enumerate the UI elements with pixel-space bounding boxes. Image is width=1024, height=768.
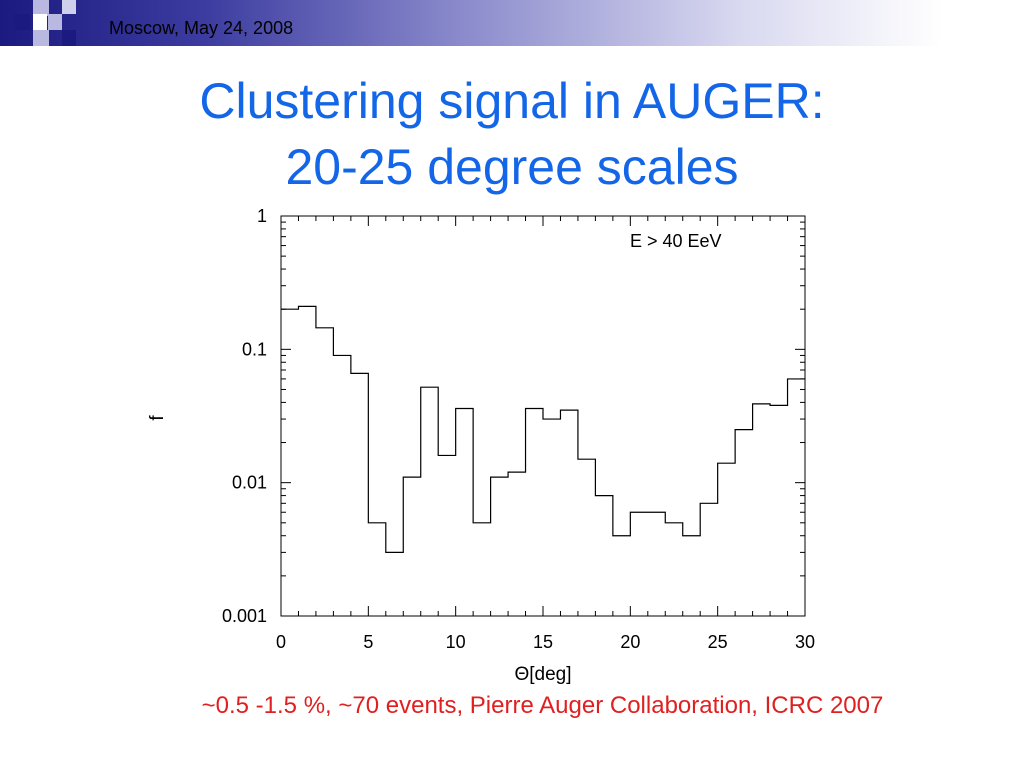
slide-title: Clustering signal in AUGER: 20-25 degree…: [0, 68, 1024, 200]
y-tick-label: 1: [257, 206, 267, 226]
y-tick-label: 0.01: [232, 473, 267, 493]
x-tick-label: 30: [795, 632, 815, 652]
logo-square-5: [33, 30, 49, 46]
y-tick-label: 0.001: [222, 606, 267, 626]
logo-square-1: [14, 14, 30, 30]
logo-square-2: [33, 0, 49, 16]
y-tick-label: 0.1: [242, 339, 267, 359]
x-tick-labels: 0 5 10 15 20 25 30: [276, 632, 815, 652]
x-tick-label: 25: [708, 632, 728, 652]
y-axis-label: f: [147, 415, 168, 421]
logo-square-4: [48, 14, 62, 30]
logo-square-3: [33, 14, 47, 30]
y-tick-labels: 0.001 0.01 0.1 1: [222, 206, 267, 626]
plot-frame: [280, 215, 806, 617]
x-tick-label: 15: [533, 632, 553, 652]
x-tick-label: 20: [620, 632, 640, 652]
logo-square-7: [62, 30, 76, 46]
energy-annotation: E > 40 EeV: [630, 231, 722, 251]
x-tick-label: 5: [363, 632, 373, 652]
header-bar: [0, 0, 1024, 46]
slide-title-line2: 20-25 degree scales: [285, 139, 739, 195]
x-axis-label: Θ[deg]: [514, 664, 571, 685]
x-tick-label: 0: [276, 632, 286, 652]
x-tick-label: 10: [446, 632, 466, 652]
slide-title-line1: Clustering signal in AUGER:: [199, 73, 825, 129]
header-date: Moscow, May 24, 2008: [109, 18, 294, 38]
logo-square-6: [62, 0, 76, 14]
slide-caption: ~0.5 -1.5 %, ~70 events, Pierre Auger Co…: [201, 692, 884, 719]
histogram-series: [281, 305, 805, 553]
